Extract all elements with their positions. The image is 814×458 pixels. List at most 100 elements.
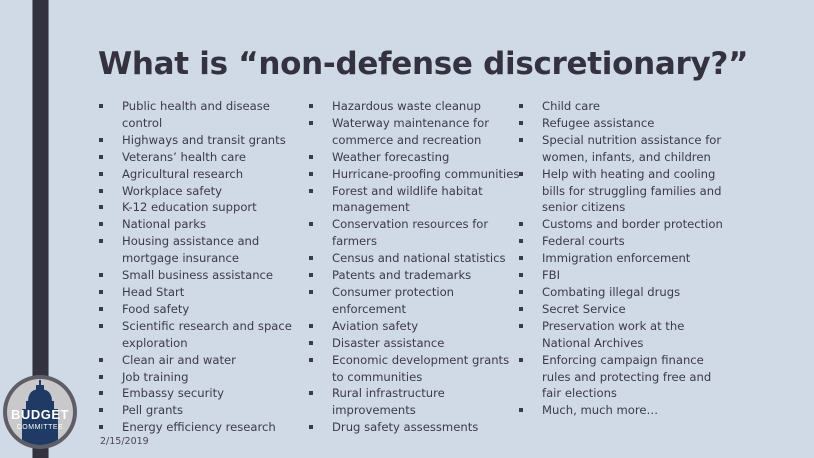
bullet-text: Forest and wildlife habitat management — [332, 183, 483, 215]
bullet-item: Combating illegal drugs — [519, 284, 729, 301]
bullet-item: Disaster assistance — [309, 335, 521, 352]
bullet-item: Rural infrastructure improvements — [309, 385, 521, 419]
bullet-icon — [519, 408, 523, 413]
bullet-column-2: Hazardous waste cleanup Waterway maintena… — [309, 98, 521, 436]
bullet-item: Consumer protection enforcement — [309, 284, 521, 318]
bullet-text: Immigration enforcement — [542, 251, 691, 266]
bullet-item: Small business assistance — [99, 267, 299, 284]
bullet-text: Refugee assistance — [542, 115, 655, 130]
bullet-item: Veterans’ health care — [99, 149, 299, 166]
bullet-icon — [309, 120, 313, 125]
slide-date: 2/15/2019 — [100, 436, 149, 447]
bullet-text: Scientific research and space exploratio… — [122, 318, 292, 350]
bullet-item: Head Start — [99, 284, 299, 301]
bullet-item: Special nutrition assistance for women, … — [519, 132, 729, 166]
bullet-icon — [309, 340, 313, 345]
bullet-text: Enforcing campaign finance rules and pro… — [542, 352, 712, 401]
bullet-item: FBI — [519, 267, 729, 284]
bullet-text: Federal courts — [542, 234, 625, 249]
bullet-item: Immigration enforcement — [519, 250, 729, 267]
bullet-icon — [99, 205, 103, 210]
bullet-item: Hurricane-proofing communities — [309, 166, 521, 183]
bullet-text: Hazardous waste cleanup — [332, 99, 481, 113]
bullet-text: Highways and transit grants — [122, 132, 286, 147]
slide-title: What is “non-defense discretionary?” — [98, 46, 749, 82]
bullet-icon — [99, 154, 103, 159]
bullet-text: Disaster assistance — [332, 335, 445, 350]
bullet-icon — [99, 323, 103, 328]
bullet-item: Drug safety assessments — [309, 419, 521, 436]
bullet-icon — [519, 171, 523, 176]
bullet-item: Workplace safety — [99, 183, 299, 200]
bullet-icon — [309, 222, 313, 227]
bullet-text: Public health and disease control — [122, 99, 270, 130]
bullet-text: Energy efficiency research — [122, 420, 276, 435]
bullet-item: Weather forecasting — [309, 149, 521, 166]
bullet-text: K-12 education support — [122, 200, 257, 215]
bullet-text: Census and national statistics — [332, 251, 506, 266]
bullet-icon — [519, 222, 523, 227]
bullet-item: Highways and transit grants — [99, 132, 299, 149]
bullet-text: Drug safety assessments — [332, 420, 479, 435]
bullet-item: Hazardous waste cleanup — [309, 98, 521, 115]
bullet-column-1: Public health and disease control Highway… — [99, 98, 299, 436]
bullet-item: Secret Service — [519, 301, 729, 318]
svg-text:BUDGET: BUDGET — [11, 407, 69, 422]
bullet-icon — [99, 391, 103, 396]
bullet-text: Workplace safety — [122, 183, 223, 198]
bullet-icon — [519, 239, 523, 244]
bullet-icon — [99, 137, 103, 142]
bullet-icon — [519, 120, 523, 125]
bullet-icon — [99, 104, 103, 108]
bullet-text: Head Start — [122, 284, 185, 299]
bullet-icon — [519, 306, 523, 311]
bullet-text: Agricultural research — [122, 166, 244, 181]
bullet-item: Patents and trademarks — [309, 267, 521, 284]
bullet-text: Aviation safety — [332, 318, 419, 333]
bullet-icon — [309, 256, 313, 261]
bullet-item: Economic development grants to communiti… — [309, 352, 521, 386]
bullet-text: Waterway maintenance for commerce and re… — [332, 115, 489, 147]
bullet-icon — [519, 256, 523, 261]
bullet-text: Help with heating and cooling bills for … — [542, 166, 722, 215]
bullet-text: Weather forecasting — [332, 149, 450, 164]
bullet-item: Aviation safety — [309, 318, 521, 335]
bullet-icon — [519, 357, 523, 362]
bullet-icon — [519, 104, 523, 108]
bullet-icon — [309, 188, 313, 193]
bullet-item: Clean air and water — [99, 352, 299, 369]
bullet-text: Patents and trademarks — [332, 268, 472, 283]
bullet-item: Preservation work at the National Archiv… — [519, 318, 729, 352]
bullet-icon — [99, 188, 103, 193]
bullet-item: Job training — [99, 369, 299, 386]
bullet-icon — [309, 289, 313, 294]
bullet-item: Waterway maintenance for commerce and re… — [309, 115, 521, 149]
bullet-icon — [99, 171, 103, 176]
bullet-icon — [309, 391, 313, 396]
bullet-icon — [309, 171, 313, 176]
bullet-icon — [99, 425, 103, 430]
bullet-text: Rural infrastructure improvements — [332, 386, 445, 418]
bullet-text: Child care — [542, 99, 601, 113]
bullet-icon — [309, 425, 313, 430]
bullet-item: Refugee assistance — [519, 115, 729, 132]
bullet-icon — [309, 323, 313, 328]
bullet-text: Preservation work at the National Archiv… — [542, 318, 685, 350]
bullet-item: Agricultural research — [99, 166, 299, 183]
bullet-icon — [519, 323, 523, 328]
bullet-text: Consumer protection enforcement — [332, 284, 455, 316]
bullet-item: Conservation resources for farmers — [309, 216, 521, 250]
bullet-text: Embassy security — [122, 386, 225, 401]
bullet-icon — [519, 137, 523, 142]
bullet-text: Economic development grants to communiti… — [332, 352, 510, 384]
bullet-text: Customs and border protection — [542, 217, 723, 232]
bullet-item: Energy efficiency research — [99, 419, 299, 436]
bullet-text: Hurricane-proofing communities — [332, 166, 520, 181]
bullet-item: Pell grants — [99, 402, 299, 419]
bullet-item: Embassy security — [99, 385, 299, 402]
bullet-item: Scientific research and space exploratio… — [99, 318, 299, 352]
bullet-item: National parks — [99, 216, 299, 233]
bullet-text: Pell grants — [122, 403, 184, 418]
bullet-icon — [519, 273, 523, 278]
bullet-icon — [309, 357, 313, 362]
